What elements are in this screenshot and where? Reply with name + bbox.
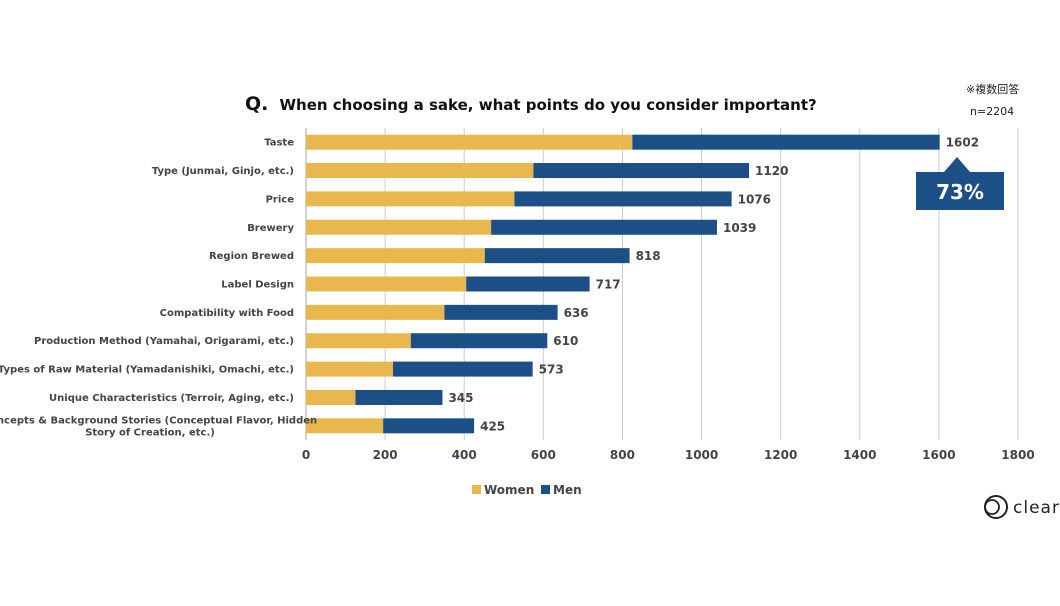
percentage-callout: 73% [916, 157, 1004, 210]
legend-men-label: Men [553, 483, 582, 497]
bar-men [355, 389, 443, 405]
logo-ring-outer [984, 495, 1008, 519]
x-tick-label: 800 [610, 448, 635, 462]
chart-title: Q. When choosing a sake, what points do … [245, 93, 817, 115]
legend-women-label: Women [484, 483, 534, 497]
total-label: 1076 [738, 192, 771, 206]
legend-women-swatch [472, 485, 481, 494]
bar-women [306, 361, 394, 377]
gridlines [305, 128, 1019, 440]
bar-men [444, 304, 558, 320]
bar-men [466, 276, 590, 292]
category-labels: Taste Type (Junmai, Ginjo, etc.) Price Brew… [0, 138, 317, 439]
category-label: Type (Junmai, Ginjo, etc.) [152, 166, 294, 177]
bar-men [393, 361, 533, 377]
bars [306, 134, 940, 434]
bar-women [306, 389, 356, 405]
bar-men [491, 219, 717, 235]
total-label: 717 [596, 278, 621, 292]
total-label: 636 [564, 306, 589, 320]
category-label: Unique Characteristics (Terroir, Aging, … [49, 393, 294, 404]
total-label: 1602 [946, 136, 979, 150]
bar-women [306, 418, 384, 434]
bar-men [383, 418, 475, 434]
bar-women [306, 191, 515, 207]
category-label: Compatibility with Food [160, 308, 294, 319]
legend-men-swatch [541, 485, 550, 494]
legend: Women Men [472, 483, 582, 497]
category-label: Brewery [247, 223, 294, 234]
bar-women [306, 134, 633, 150]
total-label: 1039 [723, 221, 756, 235]
x-axis-ticks: 0 200 400 600 800 1000 1200 1400 1600 1800 [302, 448, 1035, 462]
bar-men [410, 333, 548, 349]
category-label: Concepts & Background Stories (Conceptua… [0, 415, 317, 426]
x-tick-label: 1000 [685, 448, 718, 462]
bar-men [514, 191, 732, 207]
bar-women [306, 248, 485, 264]
bar-men [484, 248, 630, 264]
category-label: Story of Creation, etc.) [85, 427, 215, 438]
bar-women [306, 276, 467, 292]
bar-women [306, 219, 492, 235]
title-prefix: Q. [245, 93, 268, 115]
x-tick-label: 1600 [922, 448, 955, 462]
x-tick-label: 200 [373, 448, 398, 462]
category-label: Taste [264, 138, 294, 149]
total-label: 610 [553, 334, 578, 348]
total-label: 1120 [755, 164, 788, 178]
x-tick-label: 1200 [764, 448, 797, 462]
total-label: 818 [636, 249, 661, 263]
total-label: 573 [539, 363, 564, 377]
x-tick-label: 0 [302, 448, 310, 462]
bar-women [306, 333, 411, 349]
bar-women [306, 163, 534, 179]
callout-value: 73% [936, 180, 984, 204]
x-tick-label: 600 [531, 448, 556, 462]
bar-men [632, 134, 940, 150]
x-tick-label: 1400 [843, 448, 876, 462]
category-label: Region Brewed [209, 251, 294, 262]
callout-box [916, 157, 1004, 210]
total-labels: 1602 1120 1076 1039 818 717 636 610 573 345 425 [448, 136, 979, 434]
sample-size-note: n=2204 [970, 105, 1014, 118]
category-label: Types of Raw Material (Yamadanishiki, Om… [0, 365, 294, 376]
category-label: Price [266, 194, 295, 205]
bar-women [306, 304, 445, 320]
logo-text: clear [1013, 498, 1060, 518]
bar-men [533, 163, 750, 179]
logo-ring-inner [984, 499, 1000, 515]
category-label: Production Method (Yamahai, Origarami, e… [34, 336, 294, 347]
title-text: When choosing a sake, what points do you… [279, 96, 816, 114]
clear-logo: clear [984, 495, 1060, 519]
x-tick-label: 400 [452, 448, 477, 462]
total-label: 345 [448, 391, 473, 405]
total-label: 425 [480, 419, 505, 433]
category-label: Label Design [221, 280, 294, 291]
multiple-answer-note: ※複数回答 [966, 82, 1019, 96]
x-tick-label: 1800 [1001, 448, 1034, 462]
